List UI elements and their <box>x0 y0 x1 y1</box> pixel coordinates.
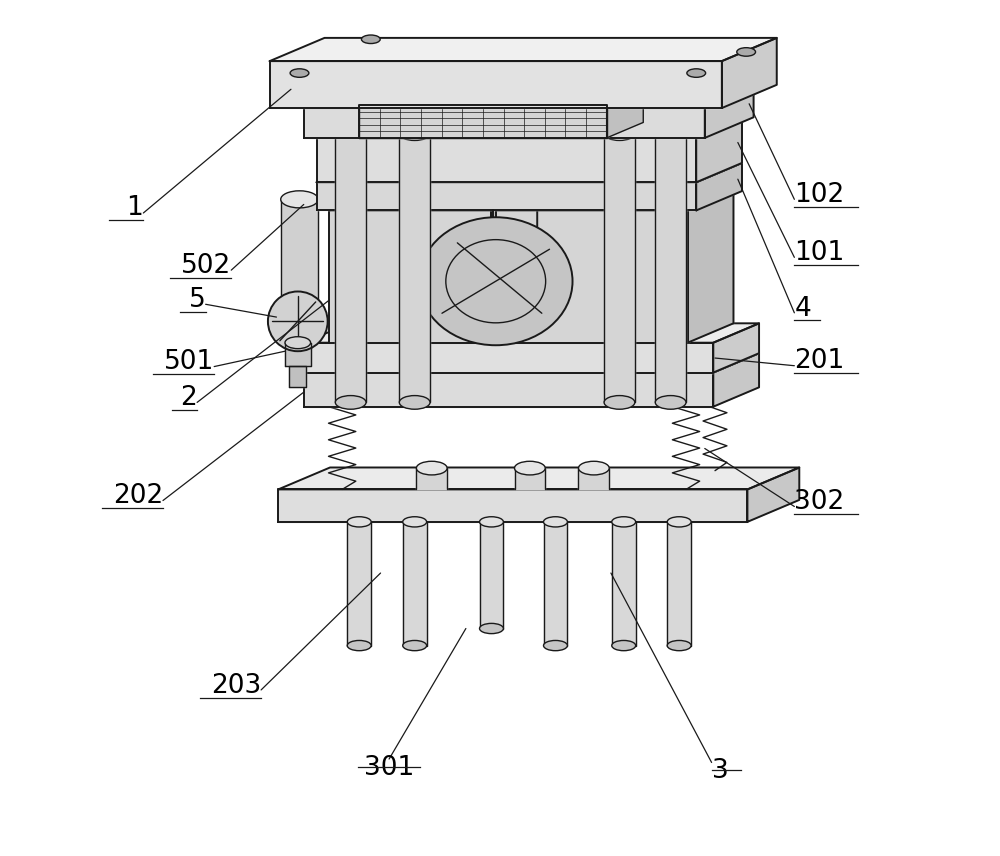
Polygon shape <box>281 199 318 327</box>
Ellipse shape <box>403 517 427 527</box>
Polygon shape <box>329 211 491 342</box>
Ellipse shape <box>290 68 309 77</box>
Text: 302: 302 <box>794 490 845 515</box>
Polygon shape <box>289 366 306 387</box>
Ellipse shape <box>667 517 691 527</box>
Ellipse shape <box>604 395 635 409</box>
Ellipse shape <box>737 48 756 56</box>
Polygon shape <box>496 191 733 211</box>
Ellipse shape <box>667 640 691 651</box>
Polygon shape <box>347 522 371 645</box>
Text: 201: 201 <box>794 348 845 374</box>
Circle shape <box>268 292 328 351</box>
Polygon shape <box>655 125 686 402</box>
Text: 3: 3 <box>712 758 728 784</box>
Text: 301: 301 <box>364 755 414 781</box>
Polygon shape <box>604 134 635 402</box>
Ellipse shape <box>544 517 567 527</box>
Ellipse shape <box>655 118 686 132</box>
Ellipse shape <box>403 640 427 651</box>
Polygon shape <box>278 467 799 490</box>
Polygon shape <box>747 467 799 522</box>
Ellipse shape <box>285 336 311 348</box>
Ellipse shape <box>515 461 545 475</box>
Ellipse shape <box>480 623 503 633</box>
Polygon shape <box>359 105 607 138</box>
Polygon shape <box>416 468 447 490</box>
Polygon shape <box>491 191 537 342</box>
Polygon shape <box>705 87 754 138</box>
Polygon shape <box>329 191 537 211</box>
Polygon shape <box>304 108 705 138</box>
Polygon shape <box>317 163 742 182</box>
Polygon shape <box>696 118 742 182</box>
Text: 501: 501 <box>164 349 214 375</box>
Polygon shape <box>399 134 430 402</box>
Polygon shape <box>722 38 777 108</box>
Polygon shape <box>359 90 643 105</box>
Ellipse shape <box>655 395 686 409</box>
Polygon shape <box>304 354 759 372</box>
Ellipse shape <box>480 517 503 527</box>
Text: 2: 2 <box>180 385 197 411</box>
Ellipse shape <box>687 68 706 77</box>
Ellipse shape <box>612 640 636 651</box>
Ellipse shape <box>347 640 371 651</box>
Polygon shape <box>403 522 427 645</box>
Polygon shape <box>278 490 747 522</box>
Polygon shape <box>515 468 545 490</box>
Ellipse shape <box>399 395 430 409</box>
Polygon shape <box>335 116 366 402</box>
Polygon shape <box>496 211 688 342</box>
Ellipse shape <box>347 517 371 527</box>
Ellipse shape <box>578 461 609 475</box>
Text: 1: 1 <box>127 195 143 221</box>
Ellipse shape <box>335 395 366 409</box>
Polygon shape <box>285 342 311 366</box>
Polygon shape <box>304 324 759 342</box>
Polygon shape <box>667 522 691 645</box>
Polygon shape <box>696 163 742 211</box>
Polygon shape <box>480 522 503 628</box>
Polygon shape <box>612 522 636 645</box>
Polygon shape <box>607 90 643 138</box>
Text: 5: 5 <box>189 287 206 313</box>
Text: 202: 202 <box>113 484 163 509</box>
Text: 502: 502 <box>181 253 231 279</box>
Text: 102: 102 <box>794 182 845 208</box>
Polygon shape <box>304 372 713 407</box>
Polygon shape <box>578 468 609 490</box>
Ellipse shape <box>419 217 573 345</box>
Polygon shape <box>688 191 733 342</box>
Ellipse shape <box>612 517 636 527</box>
Polygon shape <box>544 522 567 645</box>
Ellipse shape <box>416 461 447 475</box>
Ellipse shape <box>399 127 430 140</box>
Polygon shape <box>270 61 722 108</box>
Polygon shape <box>270 38 777 61</box>
Polygon shape <box>317 118 742 138</box>
Polygon shape <box>317 182 696 211</box>
Polygon shape <box>317 138 696 182</box>
Polygon shape <box>713 354 759 407</box>
Polygon shape <box>304 342 713 372</box>
Ellipse shape <box>544 640 567 651</box>
Ellipse shape <box>281 191 318 208</box>
Polygon shape <box>304 87 754 108</box>
Polygon shape <box>713 324 759 372</box>
Text: 101: 101 <box>794 240 845 266</box>
Text: 4: 4 <box>794 295 811 322</box>
Ellipse shape <box>604 127 635 140</box>
Ellipse shape <box>361 35 380 44</box>
Ellipse shape <box>335 110 366 123</box>
Text: 203: 203 <box>211 673 261 698</box>
